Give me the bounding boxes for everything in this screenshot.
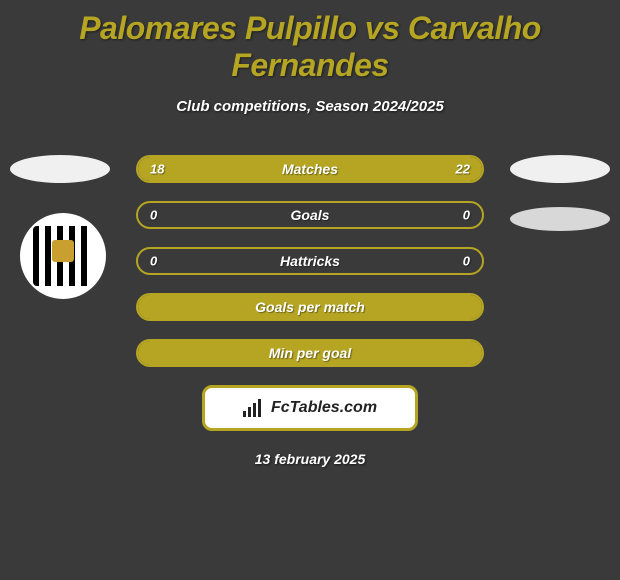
stat-label: Goals <box>291 207 330 223</box>
stat-left-value: 0 <box>150 208 157 223</box>
player-right-avatar <box>510 155 610 183</box>
stat-label: Matches <box>282 161 338 177</box>
brand-box[interactable]: FcTables.com <box>202 385 418 431</box>
stat-label: Hattricks <box>280 253 340 269</box>
subtitle: Club competitions, Season 2024/2025 <box>0 98 620 115</box>
bar-chart-icon <box>243 399 265 417</box>
stat-right-value: 0 <box>463 208 470 223</box>
date-line: 13 february 2025 <box>10 451 610 467</box>
merida-badge-icon <box>33 226 93 286</box>
stat-label: Min per goal <box>269 345 351 361</box>
stat-left-value: 0 <box>150 254 157 269</box>
stat-right-value: 22 <box>456 162 470 177</box>
stat-row-goals-per-match: Goals per match <box>136 293 484 321</box>
brand-text: FcTables.com <box>271 399 377 417</box>
player-right-club-avatar <box>510 207 610 231</box>
player-left-club-badge <box>20 213 106 299</box>
comparison-section: 18 Matches 22 0 Goals 0 0 Hattricks 0 Go… <box>0 155 620 467</box>
stat-rows: 18 Matches 22 0 Goals 0 0 Hattricks 0 Go… <box>136 155 484 367</box>
stat-row-matches: 18 Matches 22 <box>136 155 484 183</box>
stat-row-hattricks: 0 Hattricks 0 <box>136 247 484 275</box>
stat-label: Goals per match <box>255 299 365 315</box>
stat-left-value: 18 <box>150 162 164 177</box>
stat-row-goals: 0 Goals 0 <box>136 201 484 229</box>
page-title: Palomares Pulpillo vs Carvalho Fernandes <box>0 0 620 84</box>
player-left-avatar <box>10 155 110 183</box>
stat-right-value: 0 <box>463 254 470 269</box>
stat-row-min-per-goal: Min per goal <box>136 339 484 367</box>
